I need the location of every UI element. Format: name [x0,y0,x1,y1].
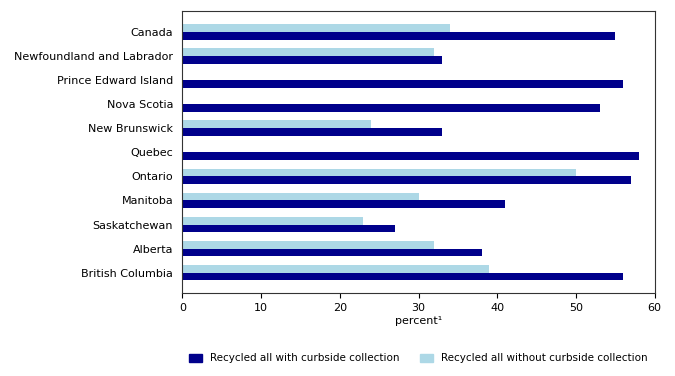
Bar [182,200,505,208]
Bar [182,32,616,39]
Bar [182,265,489,273]
Legend: Recycled all with curbside collection, Recycled all without curbside collection: Recycled all with curbside collection, R… [185,349,652,368]
Bar [182,241,434,249]
Bar [182,217,363,224]
Bar [182,120,371,128]
Bar [182,56,442,64]
Bar [182,24,450,32]
Bar [182,273,623,280]
Bar [182,152,639,160]
Bar [182,128,442,136]
Bar [182,48,434,56]
Bar [182,224,395,232]
Bar [182,249,481,256]
Bar [182,176,631,184]
Bar [182,169,576,176]
X-axis label: percent¹: percent¹ [395,316,442,326]
Bar [182,193,418,200]
Bar [182,104,599,112]
Bar [182,80,623,88]
